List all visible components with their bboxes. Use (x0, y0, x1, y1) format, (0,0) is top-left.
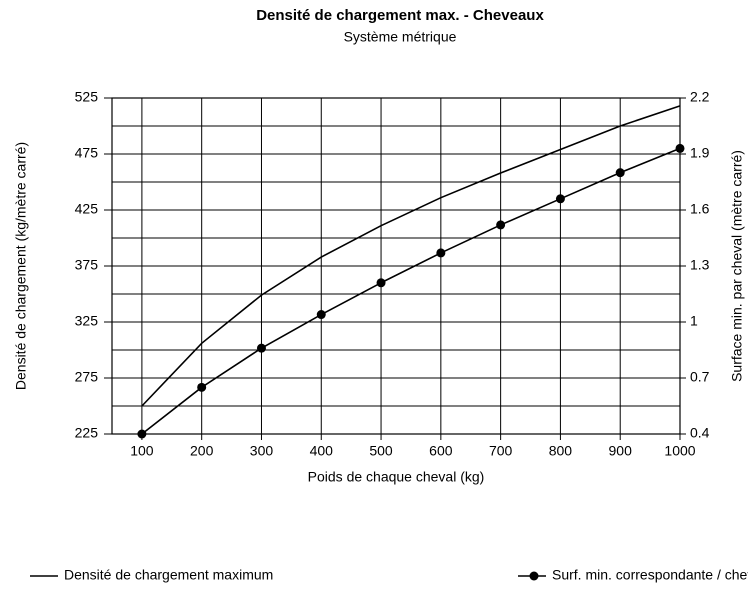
chart-title: Densité de chargement max. - Cheveaux (256, 7, 544, 24)
x-tick-label: 800 (549, 443, 573, 459)
y2-tick-label: 1.9 (690, 145, 710, 161)
x-tick-label: 1000 (664, 443, 695, 459)
x-tick-label: 200 (190, 443, 214, 459)
legend-label: Densité de chargement maximum (64, 567, 273, 583)
legend-label: Surf. min. correspondante / cheval (552, 567, 748, 583)
y2-tick-label: 1.6 (690, 201, 710, 217)
y2-tick-label: 1 (690, 313, 698, 329)
y-tick-label: 425 (75, 201, 99, 217)
y2-axis-label: Surface min. par cheval (mètre carré) (729, 150, 745, 382)
series-marker (436, 248, 446, 258)
y-tick-label: 475 (75, 145, 99, 161)
chart-subtitle: Système métrique (344, 29, 457, 45)
y-tick-label: 375 (75, 257, 99, 273)
series-marker (137, 429, 147, 439)
y-tick-label: 225 (75, 425, 99, 441)
x-tick-label: 500 (369, 443, 393, 459)
series-marker (496, 220, 506, 230)
y-tick-label: 325 (75, 313, 99, 329)
x-tick-label: 900 (609, 443, 633, 459)
series-marker (675, 143, 685, 153)
y2-tick-label: 2.2 (690, 89, 710, 105)
y2-tick-label: 0.4 (690, 425, 710, 441)
x-tick-label: 600 (429, 443, 453, 459)
plot-frame (111, 97, 681, 435)
x-axis-label: Poids de chaque cheval (kg) (308, 469, 485, 485)
y2-tick-label: 0.7 (690, 369, 710, 385)
series-marker (197, 382, 207, 392)
series-line (141, 105, 681, 407)
legend-marker (529, 571, 539, 581)
y2-tick-label: 1.3 (690, 257, 710, 273)
series-marker (376, 278, 386, 288)
series-marker (615, 168, 625, 178)
series-line (141, 147, 681, 435)
x-tick-label: 400 (310, 443, 334, 459)
x-tick-label: 700 (489, 443, 513, 459)
series-marker (555, 194, 565, 204)
series-marker (316, 310, 326, 320)
y-axis-label: Densité de chargement (kg/mètre carré) (13, 142, 29, 390)
y-tick-label: 275 (75, 369, 99, 385)
x-tick-label: 100 (130, 443, 154, 459)
y-tick-label: 525 (75, 89, 99, 105)
x-tick-label: 300 (250, 443, 274, 459)
series-marker (256, 343, 266, 353)
